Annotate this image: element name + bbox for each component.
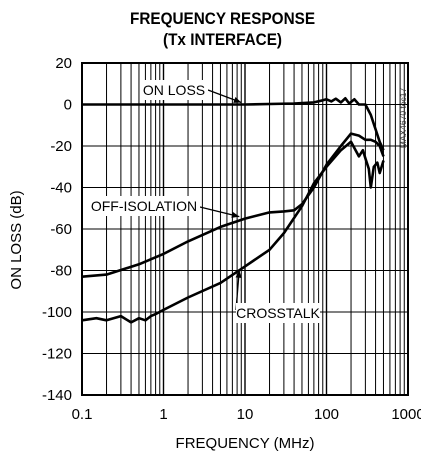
x-tick-label: 0.1	[72, 406, 93, 423]
y-tick-label: -80	[50, 263, 72, 280]
x-tick-label: 100	[314, 406, 339, 423]
y-tick-label: -60	[50, 221, 72, 238]
x-tick-label: 1	[159, 406, 167, 423]
y-tick-label: -100	[42, 304, 72, 321]
annotation-on-loss-box	[140, 80, 208, 100]
y-tick-label: -120	[42, 346, 72, 363]
data-curves	[81, 97, 385, 324]
grid-lines	[82, 63, 408, 395]
chart-subtitle: (Tx INTERFACE)	[162, 30, 282, 49]
y-tick-label: -140	[42, 387, 72, 404]
plot-frame	[81, 62, 409, 396]
y-tick-label: -40	[50, 180, 72, 197]
off-isolation-leader-arrowhead	[231, 211, 240, 218]
y-tick-label: 0	[64, 97, 72, 114]
x-tick-label: 1000	[391, 406, 421, 423]
series-crosstalk-line	[81, 140, 385, 324]
series-on-loss-line	[82, 97, 385, 151]
x-axis-label: FREQUENCY (MHz)	[176, 435, 315, 452]
annotation-crosstalk-box	[236, 303, 320, 323]
figure-id-watermark: MAX4670 toc17	[398, 87, 408, 148]
y-tick-label: -20	[50, 138, 72, 155]
y-tick-label: 20	[55, 55, 72, 72]
annotation-off-isolation: OFF-ISOLATION	[91, 198, 197, 214]
annotation-off-isolation-box	[88, 196, 200, 216]
annotation-leaders	[199, 89, 242, 311]
x-tick-label: 10	[237, 406, 254, 423]
annotation-on-loss: ON LOSS	[143, 82, 205, 98]
chart-title: FREQUENCY RESPONSE	[129, 9, 316, 28]
y-axis-label: ON LOSS (dB)	[8, 190, 25, 289]
crosstalk-leader-arrowhead	[235, 270, 242, 278]
annotation-crosstalk: CROSSTALK	[236, 305, 320, 321]
tick-labels: 0.1 1 10 100 1000 20 0 -20 -40 -60 -80 -100 -120 -140	[42, 55, 421, 423]
on-loss-leader-arrowhead	[233, 96, 242, 103]
